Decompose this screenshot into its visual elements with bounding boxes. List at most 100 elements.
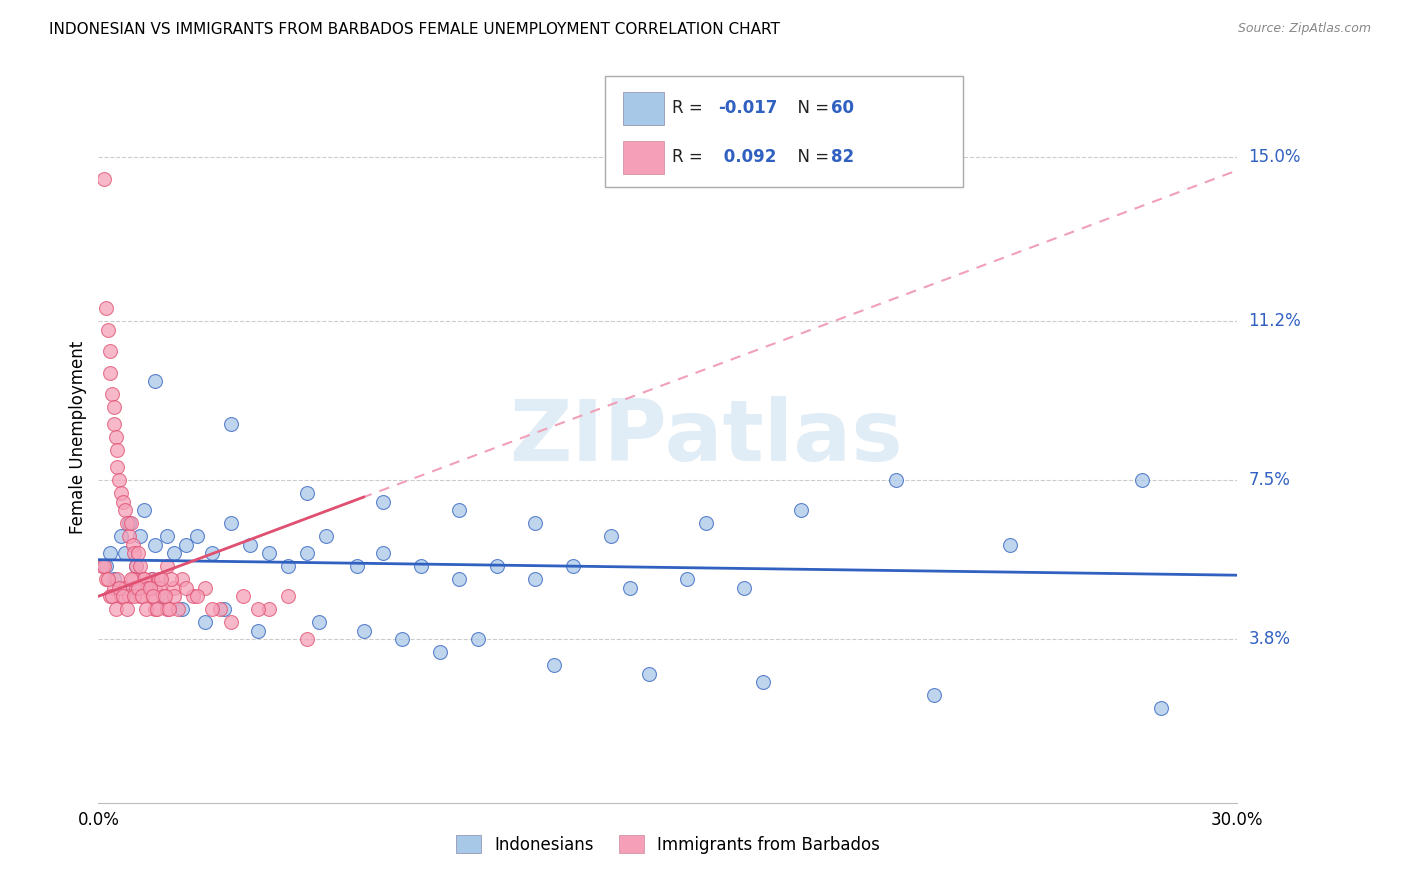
Point: [152, 589, 174, 603]
Point: [129, 529, 152, 543]
Point: [94, 572, 117, 586]
Point: [136, 581, 159, 595]
Point: [104, 602, 127, 616]
Point: [114, 581, 136, 595]
Point: [124, 589, 146, 603]
Point: [998, 538, 1021, 552]
Point: [124, 546, 146, 560]
Point: [103, 581, 125, 595]
Point: [148, 581, 170, 595]
Point: [145, 538, 167, 552]
Point: [93, 559, 115, 574]
Point: [752, 675, 775, 690]
Point: [100, 387, 122, 401]
Point: [221, 516, 243, 530]
Point: [346, 559, 368, 574]
Point: [212, 602, 235, 616]
Point: [467, 632, 489, 647]
Text: -0.017: -0.017: [718, 99, 778, 118]
Point: [107, 572, 129, 586]
Point: [112, 589, 135, 603]
Text: N =: N =: [787, 99, 835, 118]
Point: [371, 494, 394, 508]
Point: [277, 589, 299, 603]
Point: [110, 529, 132, 543]
Point: [246, 624, 269, 638]
Point: [922, 688, 945, 702]
Point: [121, 581, 143, 595]
Point: [524, 572, 547, 586]
Text: Source: ZipAtlas.com: Source: ZipAtlas.com: [1237, 22, 1371, 36]
Text: 82: 82: [831, 148, 853, 167]
Point: [98, 546, 121, 560]
Point: [125, 581, 148, 595]
Point: [524, 516, 547, 530]
Point: [156, 602, 179, 616]
Point: [201, 546, 224, 560]
Point: [112, 494, 135, 508]
Point: [884, 473, 907, 487]
Point: [115, 516, 138, 530]
Text: 3.8%: 3.8%: [1249, 631, 1291, 648]
Text: 7.5%: 7.5%: [1249, 471, 1291, 489]
Point: [152, 589, 174, 603]
Point: [353, 624, 375, 638]
Point: [194, 615, 217, 629]
Point: [676, 572, 699, 586]
Point: [107, 460, 129, 475]
Point: [148, 572, 170, 586]
Point: [186, 589, 208, 603]
Point: [297, 632, 319, 647]
Point: [125, 559, 148, 574]
Point: [157, 602, 180, 616]
Point: [145, 374, 167, 388]
Point: [411, 559, 433, 574]
Point: [562, 559, 585, 574]
Text: R =: R =: [672, 99, 709, 118]
Point: [150, 572, 173, 586]
Point: [638, 666, 661, 681]
Point: [153, 589, 176, 603]
Point: [107, 442, 129, 457]
Point: [1150, 701, 1173, 715]
Point: [183, 589, 205, 603]
Point: [156, 529, 179, 543]
Point: [141, 572, 163, 586]
Point: [132, 503, 155, 517]
Point: [163, 546, 186, 560]
Point: [297, 486, 319, 500]
Point: [208, 602, 231, 616]
Point: [132, 572, 155, 586]
Legend: Indonesians, Immigrants from Barbados: Indonesians, Immigrants from Barbados: [449, 829, 887, 860]
Point: [142, 589, 165, 603]
Point: [429, 645, 451, 659]
Point: [98, 366, 121, 380]
Point: [619, 581, 641, 595]
Point: [221, 615, 243, 629]
Y-axis label: Female Unemployment: Female Unemployment: [69, 341, 87, 533]
Point: [174, 581, 197, 595]
Point: [174, 538, 197, 552]
Point: [221, 417, 243, 432]
Point: [141, 572, 163, 586]
Point: [97, 322, 120, 336]
Point: [163, 581, 186, 595]
Point: [159, 572, 181, 586]
Point: [259, 602, 281, 616]
Point: [543, 658, 565, 673]
Point: [104, 430, 127, 444]
Point: [447, 503, 470, 517]
Point: [486, 559, 509, 574]
Point: [733, 581, 755, 595]
Point: [132, 572, 155, 586]
Point: [129, 559, 152, 574]
Point: [98, 344, 121, 359]
Text: 60: 60: [831, 99, 853, 118]
Point: [97, 572, 120, 586]
Point: [371, 546, 394, 560]
Point: [120, 572, 142, 586]
Point: [136, 581, 159, 595]
Point: [93, 172, 115, 186]
Point: [118, 589, 141, 603]
Text: ZIPatlas: ZIPatlas: [509, 395, 903, 479]
